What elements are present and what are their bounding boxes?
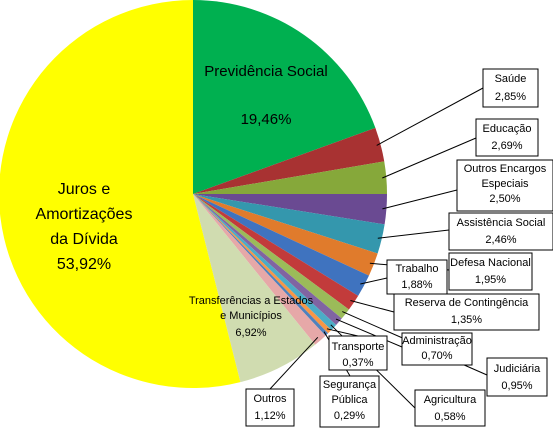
leader-line-assistencia-social: [377, 229, 450, 239]
label-box: [448, 252, 533, 291]
label-seguranca-publica: Segurança Pública 0,29%: [319, 375, 380, 428]
slice-assistencia-social: [193, 194, 385, 254]
leader-line-outros: [269, 336, 319, 390]
label-transferencias-a-estados-e-municipios: Transferências a Estados e Municípios 6,92…: [189, 295, 314, 339]
leader-line-outros-encargos-especiais: [382, 189, 458, 210]
label-box: [319, 375, 380, 428]
label-box: [414, 389, 486, 427]
slice-label-text: Outros: [253, 393, 287, 405]
slice-label-text: Educação: [483, 123, 532, 135]
slice-saude: [193, 127, 385, 194]
slice-value-text: 1,12%: [254, 410, 285, 422]
slice-agricultura: [193, 194, 337, 331]
slice-label-text: Saúde: [495, 73, 527, 85]
slice-label-text: Agricultura: [424, 394, 477, 406]
label-box: [486, 357, 548, 397]
slice-label-text: Pública: [331, 394, 368, 406]
leader-line-saude: [376, 87, 484, 146]
slice-judiciaria: [193, 194, 349, 319]
slice-label-text: Defesa Nacional: [450, 257, 531, 269]
slice-value-text: 19,46%: [241, 111, 292, 128]
pie-slices: [0, 0, 387, 388]
label-box: [245, 388, 295, 427]
slice-value-text: 0,95%: [501, 380, 532, 392]
label-reserva-de-contingencia: Reserva de Contingência 1,35%: [393, 293, 540, 331]
slice-label-text: Trabalho: [395, 263, 438, 275]
label-box: [328, 335, 388, 371]
label-trabalho: Trabalho 1,88%: [386, 259, 448, 295]
label-transporte: Transporte 0,37%: [328, 335, 388, 371]
label-previdencia-social: Previdência Social 19,46%: [204, 63, 327, 128]
slice-administracao: [193, 194, 342, 325]
slice-label-text: da Dívida: [50, 231, 118, 248]
slice-value-text: 2,85%: [495, 91, 526, 103]
slice-label-text: Amortizações: [36, 206, 133, 223]
slice-value-text: 53,92%: [57, 256, 111, 273]
slice-label-text: e Municípios: [220, 310, 282, 322]
slice-label-text: Outros Encargos: [464, 163, 547, 175]
slice-value-text: 1,35%: [451, 314, 482, 326]
label-judiciaria: Judiciária 0,95%: [486, 357, 548, 397]
label-agricultura: Agricultura 0,58%: [414, 389, 486, 427]
label-box: [393, 293, 540, 331]
slice-value-text: 0,37%: [342, 357, 373, 369]
slice-label-text: Administração: [402, 335, 472, 347]
leader-line-reserva-de-contingencia: [350, 300, 395, 313]
label-box: [448, 212, 553, 251]
slice-transporte: [193, 194, 332, 334]
leader-line-educacao: [382, 137, 477, 179]
label-box: [401, 332, 473, 366]
label-box: [475, 118, 539, 157]
slice-label-text: Reserva de Contingência: [405, 297, 529, 309]
slice-defesa-nacional: [193, 194, 378, 276]
slice-label-text: Especiais: [481, 178, 529, 190]
slice-value-text: 2,46%: [485, 234, 516, 246]
slice-label-text: Juros e: [58, 181, 111, 198]
slice-trabalho: [193, 194, 369, 296]
slice-value-text: 2,69%: [491, 140, 522, 152]
slice-educacao: [193, 161, 387, 195]
label-saude: Saúde 2,85%: [482, 68, 539, 108]
slice-juros-e-amortizacoes-da-divida: [0, 0, 241, 388]
label-administracao: Administração 0,70%: [401, 332, 473, 366]
slice-label-text: Judiciária: [494, 363, 541, 375]
slice-label-text: Segurança: [323, 379, 377, 391]
label-educacao: Educação 2,69%: [475, 118, 539, 157]
label-box: [456, 159, 553, 212]
slice-outros: [193, 194, 326, 345]
label-box: [482, 68, 539, 108]
slice-label-text: Transferências a Estados: [189, 295, 314, 307]
label-outros-encargos-especiais: Outros Encargos Especiais 2,50%: [456, 159, 553, 212]
slice-seguranca-publica: [193, 194, 329, 336]
slice-value-text: 1,88%: [401, 279, 432, 291]
slice-value-text: 2,50%: [489, 193, 520, 205]
label-box: [386, 259, 448, 295]
slice-value-text: 6,92%: [235, 327, 266, 339]
label-defesa-nacional: Defesa Nacional 1,95%: [448, 252, 533, 291]
slice-reserva-de-contingencia: [193, 194, 359, 310]
slice-value-text: 1,95%: [475, 274, 506, 286]
slice-previdencia-social: [193, 0, 376, 194]
slice-label-text: Transporte: [332, 341, 385, 353]
slice-label-text: Previdência Social: [204, 63, 327, 80]
slice-label-text: Assistência Social: [457, 217, 546, 229]
slice-transferencias-a-estados-e-municipios: [193, 194, 316, 383]
leader-line-administracao: [335, 318, 403, 348]
slice-value-text: 0,58%: [434, 411, 465, 423]
slice-labels: Previdência Social 19,46% Saúde 2,85% Educaç…: [36, 63, 553, 428]
label-juros-e-amortizacoes-da-divida: Juros e Amortizações da Dívida 53,92%: [36, 181, 133, 273]
leader-line-transporte: [326, 328, 359, 337]
label-outros: Outros 1,12%: [245, 388, 295, 427]
slice-value-text: 0,29%: [334, 410, 365, 422]
leader-line-trabalho: [360, 277, 388, 285]
slice-outros-encargos-especiais: [193, 194, 387, 225]
label-assistencia-social: Assistência Social 2,46%: [448, 212, 553, 251]
slice-value-text: 0,70%: [421, 350, 452, 362]
